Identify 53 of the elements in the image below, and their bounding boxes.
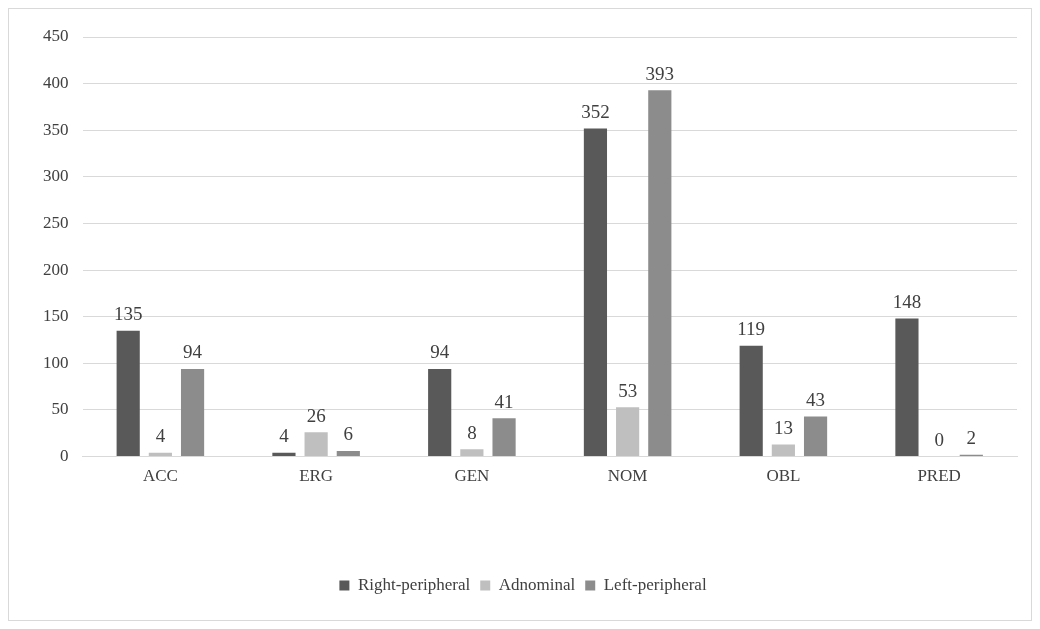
data-label: 119 [737, 318, 766, 340]
data-label: 43 [806, 388, 826, 410]
data-label: 393 [645, 62, 675, 84]
bar [460, 449, 484, 457]
data-label: 2 [966, 427, 977, 449]
y-tick-label: 0 [60, 446, 69, 466]
bar [492, 418, 516, 457]
data-label: 6 [343, 423, 354, 445]
y-tick-label: 100 [43, 352, 69, 372]
bar [895, 318, 919, 457]
x-tick-label: NOM [607, 466, 648, 486]
bar [648, 90, 672, 457]
bar [180, 368, 205, 457]
legend-label: Left-peripheral [603, 574, 707, 594]
y-tick-label: 250 [43, 212, 69, 232]
bar [148, 452, 172, 457]
y-tick-label: 450 [43, 26, 69, 46]
data-label: 53 [618, 379, 638, 401]
legend-label: Adnominal [498, 574, 576, 594]
data-label: 4 [279, 425, 290, 447]
data-label: 0 [934, 429, 944, 451]
x-tick-label: OBL [766, 466, 801, 486]
y-tick-label: 50 [51, 399, 69, 419]
y-tick-label: 200 [43, 259, 69, 279]
bar [771, 444, 795, 457]
data-label: 4 [155, 425, 166, 447]
bar [336, 451, 360, 457]
bar [803, 416, 828, 457]
legend-label: Right-peripheral [357, 574, 471, 594]
bar [583, 128, 608, 457]
x-tick-label: PRED [917, 466, 961, 486]
x-tick-label: GEN [454, 466, 490, 486]
bar [428, 368, 452, 457]
data-label: 13 [773, 416, 793, 438]
data-label: 135 [113, 303, 143, 325]
y-tick-label: 400 [43, 73, 69, 93]
bar [739, 345, 763, 457]
data-label: 41 [494, 390, 514, 412]
data-label: 352 [581, 100, 610, 122]
data-label: 94 [430, 341, 450, 363]
data-label: 94 [183, 341, 203, 363]
data-label: 8 [467, 421, 477, 443]
bar [616, 407, 640, 457]
y-tick-label: 300 [43, 166, 69, 186]
bar [116, 330, 140, 457]
data-label: 26 [306, 404, 326, 426]
bar [304, 432, 328, 457]
y-tick-label: 350 [43, 119, 69, 139]
x-tick-label: ACC [142, 466, 178, 486]
y-tick-label: 150 [43, 306, 69, 326]
data-label: 148 [892, 291, 922, 313]
bar [272, 452, 296, 457]
x-tick-label: ERG [299, 466, 334, 486]
